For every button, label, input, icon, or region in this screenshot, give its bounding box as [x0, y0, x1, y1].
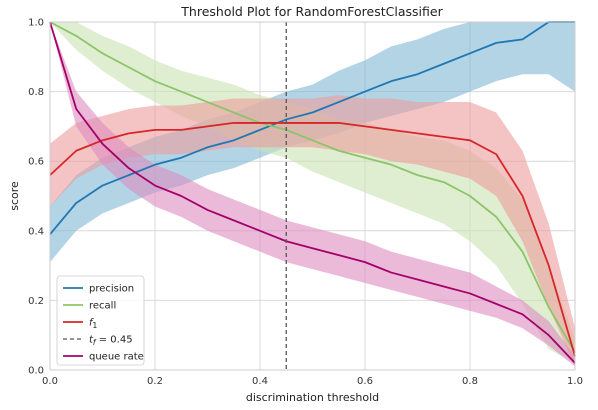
legend-queue-rate-label: queue rate	[89, 352, 144, 363]
f1-line	[49, 122, 576, 357]
confidence-bands	[50, 22, 575, 367]
legend-recall-label: recall	[89, 301, 116, 312]
y-tick-label: 0.0	[28, 366, 44, 377]
legend-precision-label: precision	[89, 284, 134, 295]
chart-title: Threshold Plot for RandomForestClassifie…	[180, 4, 443, 19]
y-tick-label: 0.6	[28, 157, 44, 168]
y-tick-label: 1.0	[28, 18, 44, 29]
x-tick-label: 1.0	[567, 376, 583, 387]
legend-f1-label: f1	[89, 318, 98, 331]
x-tick-label: 0.6	[357, 376, 373, 387]
x-tick-label: 0.2	[147, 376, 163, 387]
y-tick-label: 0.8	[28, 87, 44, 98]
precision-line	[49, 21, 575, 235]
x-axis-ticks: 0.0 0.2 0.4 0.6 0.8 1.0	[42, 376, 583, 387]
plot-area	[49, 21, 576, 371]
y-axis-ticks: 0.0 0.2 0.4 0.6 0.8 1.0	[28, 18, 44, 377]
y-tick-label: 0.4	[28, 226, 44, 237]
recall-line	[49, 21, 576, 354]
queue-rate-band	[50, 22, 575, 367]
plot-frame	[49, 21, 576, 371]
series-lines	[49, 21, 576, 364]
y-tick-label: 0.2	[28, 296, 44, 307]
f1-band	[50, 95, 575, 367]
precision-band	[50, 22, 575, 263]
x-tick-label: 0.4	[252, 376, 268, 387]
legend-threshold-label: tf = 0.45	[89, 335, 133, 348]
x-tick-label: 0.8	[462, 376, 478, 387]
x-axis-label: discrimination threshold	[246, 391, 379, 404]
legend-box	[56, 275, 145, 366]
legend: precision recall f1 tf = 0.45 queue rate	[56, 275, 145, 366]
x-tick-label: 0.0	[42, 376, 58, 387]
queue-rate-line	[49, 21, 576, 364]
y-axis-label: score	[8, 181, 21, 211]
